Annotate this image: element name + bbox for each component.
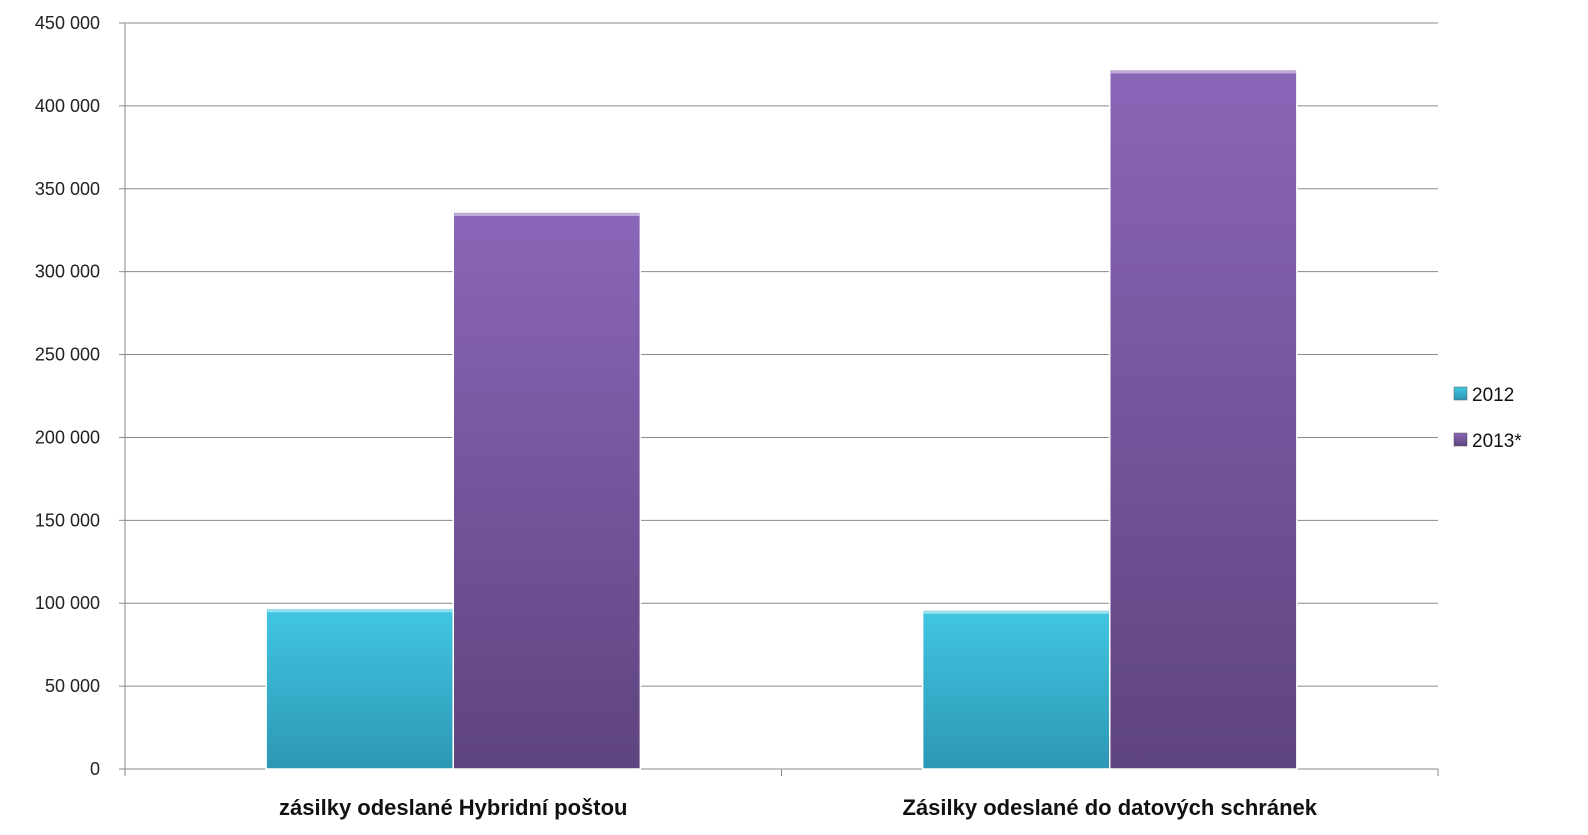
category-label: Zásilky odeslané do datových schránek (903, 795, 1318, 820)
y-tick-label: 150 000 (35, 510, 100, 530)
y-tick-label: 350 000 (35, 179, 100, 199)
y-tick-label: 250 000 (35, 345, 100, 365)
bar-highlight (1110, 69, 1296, 74)
legend-label: 2013* (1472, 431, 1522, 452)
bars (265, 68, 1298, 770)
y-tick-label: 200 000 (35, 427, 100, 447)
y-tick-label: 450 000 (35, 13, 100, 33)
y-tick-label: 400 000 (35, 96, 100, 116)
bar-2012-1 (265, 607, 454, 770)
bar-2013-1 (452, 211, 642, 770)
gridlines (125, 22, 1438, 687)
axis-labels: 0 50 000 100 000 150 000 200 000 250 000 300 0… (35, 13, 1318, 820)
y-tick-label: 300 000 (35, 262, 100, 282)
legend-swatch-2012 (1453, 386, 1468, 401)
category-label: zásilky odeslané Hybridní poštou (279, 795, 627, 820)
y-tick-label: 0 (90, 759, 100, 779)
bar-2012-2 (921, 609, 1111, 770)
legend-label: 2012 (1472, 385, 1514, 406)
legend: 2012 2013* (1453, 385, 1522, 452)
y-tick-label: 100 000 (35, 593, 100, 613)
y-tick-label: 50 000 (45, 676, 100, 696)
bar-highlight (454, 211, 640, 216)
bar-highlight (923, 609, 1109, 614)
bar-highlight (267, 608, 453, 613)
legend-swatch-2013 (1453, 432, 1468, 447)
bar-2013-2 (1109, 68, 1298, 770)
